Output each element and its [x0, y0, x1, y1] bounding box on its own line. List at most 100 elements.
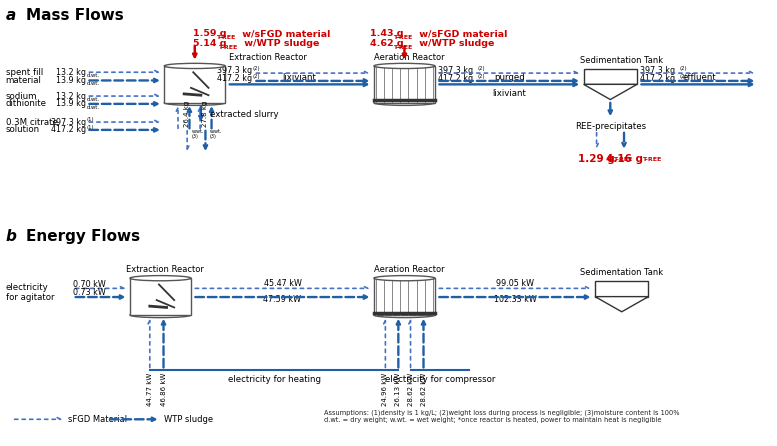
Text: (1): (1)	[86, 125, 94, 130]
Text: 5.14 g: 5.14 g	[193, 39, 227, 48]
Text: (3): (3)	[192, 134, 199, 139]
Text: 397.3 kg: 397.3 kg	[438, 66, 473, 75]
Text: 417.2 kg: 417.2 kg	[217, 74, 252, 83]
Text: 44.77 kW: 44.77 kW	[147, 372, 153, 406]
Text: (2): (2)	[478, 66, 486, 71]
Text: 397.3 kg: 397.3 kg	[51, 118, 85, 127]
Text: Aeration Reactor: Aeration Reactor	[374, 265, 444, 274]
Ellipse shape	[164, 100, 225, 105]
Text: 1.43 g: 1.43 g	[370, 29, 403, 38]
Text: d.wt.: d.wt.	[86, 73, 99, 78]
Text: lixiviant: lixiviant	[493, 89, 526, 98]
Text: w.wt.: w.wt.	[192, 129, 204, 134]
Text: material: material	[5, 76, 41, 85]
Text: T-REE: T-REE	[613, 157, 632, 162]
Text: REE-precipitates: REE-precipitates	[575, 122, 646, 131]
Text: 28.62 kW: 28.62 kW	[420, 372, 427, 406]
Text: Energy Flows: Energy Flows	[26, 228, 140, 244]
Text: T-REE: T-REE	[393, 45, 413, 50]
Ellipse shape	[164, 63, 225, 69]
Polygon shape	[595, 281, 649, 297]
Text: 27.8 kg: 27.8 kg	[203, 100, 208, 127]
Text: 397.3 kg: 397.3 kg	[217, 66, 252, 75]
Text: 13.9 kg: 13.9 kg	[56, 76, 85, 85]
Text: effluent: effluent	[683, 73, 716, 82]
Text: lixiviant: lixiviant	[283, 73, 316, 82]
Text: Assumptions: (1)density is 1 kg/L; (2)weight loss during process is negligible; : Assumptions: (1)density is 1 kg/L; (2)we…	[324, 409, 680, 423]
Polygon shape	[595, 297, 649, 312]
Text: 99.05 kW: 99.05 kW	[496, 279, 534, 288]
Text: b: b	[5, 228, 16, 244]
Ellipse shape	[374, 313, 435, 318]
Text: 417.2 kg: 417.2 kg	[438, 74, 473, 83]
Text: 13.2 kg: 13.2 kg	[56, 68, 85, 77]
Text: sodium: sodium	[5, 91, 37, 100]
Text: T-REE: T-REE	[218, 45, 237, 50]
Text: 4.16 g: 4.16 g	[605, 154, 643, 164]
Text: 397.3 kg: 397.3 kg	[640, 66, 675, 75]
Text: 46.86 kW: 46.86 kW	[161, 372, 166, 406]
Text: (2): (2)	[680, 74, 688, 79]
Ellipse shape	[374, 63, 435, 69]
Text: 26.4 kg: 26.4 kg	[184, 100, 190, 127]
Text: electricity for heating: electricity for heating	[228, 375, 321, 384]
Text: a: a	[5, 8, 16, 23]
Text: d.wt.: d.wt.	[86, 105, 99, 110]
FancyBboxPatch shape	[374, 66, 435, 103]
Text: 417.2 kg: 417.2 kg	[640, 74, 675, 83]
Text: 0.73 kW: 0.73 kW	[73, 288, 106, 297]
Ellipse shape	[130, 276, 191, 281]
Text: 1.59 g: 1.59 g	[193, 29, 227, 38]
Text: 0.70 kW: 0.70 kW	[73, 280, 106, 289]
Text: Mass Flows: Mass Flows	[26, 8, 124, 23]
Text: spent fill: spent fill	[5, 68, 43, 77]
Text: Sedimentation Tank: Sedimentation Tank	[580, 56, 663, 65]
Text: (2): (2)	[253, 66, 260, 71]
Text: w/sFGD material: w/sFGD material	[239, 29, 330, 38]
Text: (2): (2)	[253, 74, 260, 79]
Text: electricity
for agitator: electricity for agitator	[5, 283, 54, 302]
Text: 1.29 g: 1.29 g	[578, 154, 615, 164]
Text: purged: purged	[494, 73, 524, 82]
Text: (2): (2)	[478, 74, 486, 79]
Text: 28.62 kW: 28.62 kW	[408, 372, 413, 406]
Ellipse shape	[374, 276, 435, 281]
Text: 13.2 kg: 13.2 kg	[56, 91, 85, 100]
Text: electricity for compressor: electricity for compressor	[385, 375, 495, 384]
Text: solution: solution	[5, 125, 40, 134]
Text: Sedimentation Tank: Sedimentation Tank	[580, 268, 663, 277]
Text: 13.9 kg: 13.9 kg	[56, 99, 85, 108]
Text: w.wt.: w.wt.	[210, 129, 222, 134]
Text: d.wt.: d.wt.	[86, 82, 99, 87]
Text: 417.2 kg: 417.2 kg	[51, 125, 85, 134]
Text: Extraction Reactor: Extraction Reactor	[229, 53, 307, 62]
Polygon shape	[584, 69, 637, 84]
Text: w/sFGD material: w/sFGD material	[416, 29, 507, 38]
Text: sFGD Material: sFGD Material	[68, 415, 127, 424]
Text: 102.33 kW: 102.33 kW	[493, 295, 536, 304]
Text: T-REE: T-REE	[643, 157, 661, 162]
Text: w/WTP sludge: w/WTP sludge	[416, 39, 494, 48]
Text: Aeration Reactor: Aeration Reactor	[374, 53, 444, 62]
Text: (3): (3)	[210, 134, 217, 139]
Text: T-REE: T-REE	[393, 35, 413, 40]
Polygon shape	[584, 84, 637, 99]
Text: extracted slurry: extracted slurry	[210, 111, 279, 120]
Text: T-REE: T-REE	[216, 35, 235, 40]
Text: WTP sludge: WTP sludge	[163, 415, 213, 424]
Text: (1): (1)	[86, 117, 94, 122]
Text: (2): (2)	[680, 66, 688, 71]
Text: 0.3M citrate: 0.3M citrate	[5, 118, 57, 127]
Text: 47.59 kW: 47.59 kW	[263, 295, 301, 304]
Text: 45.47 kW: 45.47 kW	[263, 279, 301, 288]
Text: d.wt.: d.wt.	[86, 97, 99, 102]
Text: dithionite: dithionite	[5, 99, 47, 108]
FancyBboxPatch shape	[164, 66, 225, 103]
Text: 4.62 g: 4.62 g	[370, 39, 404, 48]
FancyBboxPatch shape	[130, 278, 191, 315]
Text: w/WTP sludge: w/WTP sludge	[241, 39, 319, 48]
Text: 26.13 kW: 26.13 kW	[395, 372, 402, 406]
Ellipse shape	[130, 313, 191, 318]
Text: Extraction Reactor: Extraction Reactor	[126, 265, 204, 274]
Text: 24.96 kW: 24.96 kW	[382, 372, 388, 406]
